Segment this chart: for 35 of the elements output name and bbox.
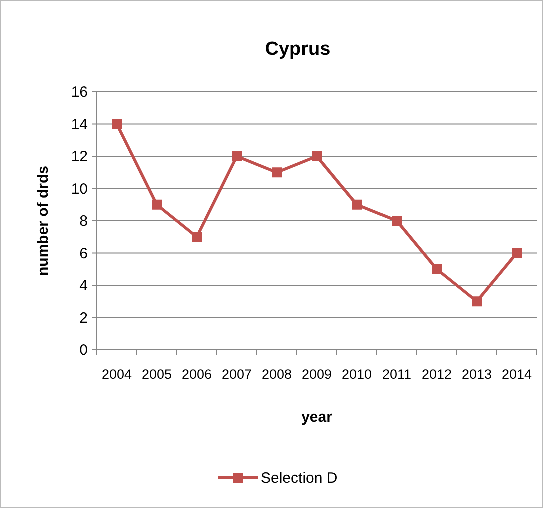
x-tick-label: 2013 <box>462 367 492 382</box>
point <box>392 216 402 226</box>
y-tick-label: 8 <box>80 213 88 230</box>
y-tick-label: 12 <box>71 148 88 166</box>
point <box>112 119 122 130</box>
y-tick-label: 2 <box>80 310 88 327</box>
point <box>312 152 322 162</box>
point <box>152 200 162 210</box>
y-tick-label: 14 <box>71 116 88 134</box>
y-tick-label: 16 <box>71 84 88 101</box>
y-tick-label: 6 <box>80 245 88 262</box>
x-tick-label: 2012 <box>422 367 452 382</box>
y-tick-label: 0 <box>80 342 88 359</box>
x-tick-label: 2011 <box>382 367 412 382</box>
y-axis-title: number of drds <box>35 166 52 276</box>
x-axis-title: year <box>302 409 333 426</box>
y-tick-label: 10 <box>71 180 88 198</box>
y-tick-label: 4 <box>80 278 88 294</box>
point <box>352 200 362 210</box>
point <box>512 248 522 258</box>
x-tick-label: 2004 <box>102 367 132 382</box>
point <box>472 296 482 307</box>
x-tick-label: 2006 <box>182 367 212 382</box>
x-tick-label: 2008 <box>262 367 292 382</box>
chart-title: Cyprus <box>265 39 331 60</box>
point <box>432 264 442 274</box>
legend-label: Selection D <box>261 470 338 487</box>
x-tick-label: 2007 <box>222 367 252 382</box>
point <box>192 232 202 242</box>
x-tick-label: 2005 <box>142 367 172 382</box>
x-tick-label: 2010 <box>342 367 372 382</box>
point <box>232 152 242 162</box>
x-tick-label: 2014 <box>502 367 532 382</box>
x-tick-label: 2009 <box>302 367 332 382</box>
point <box>272 168 282 178</box>
